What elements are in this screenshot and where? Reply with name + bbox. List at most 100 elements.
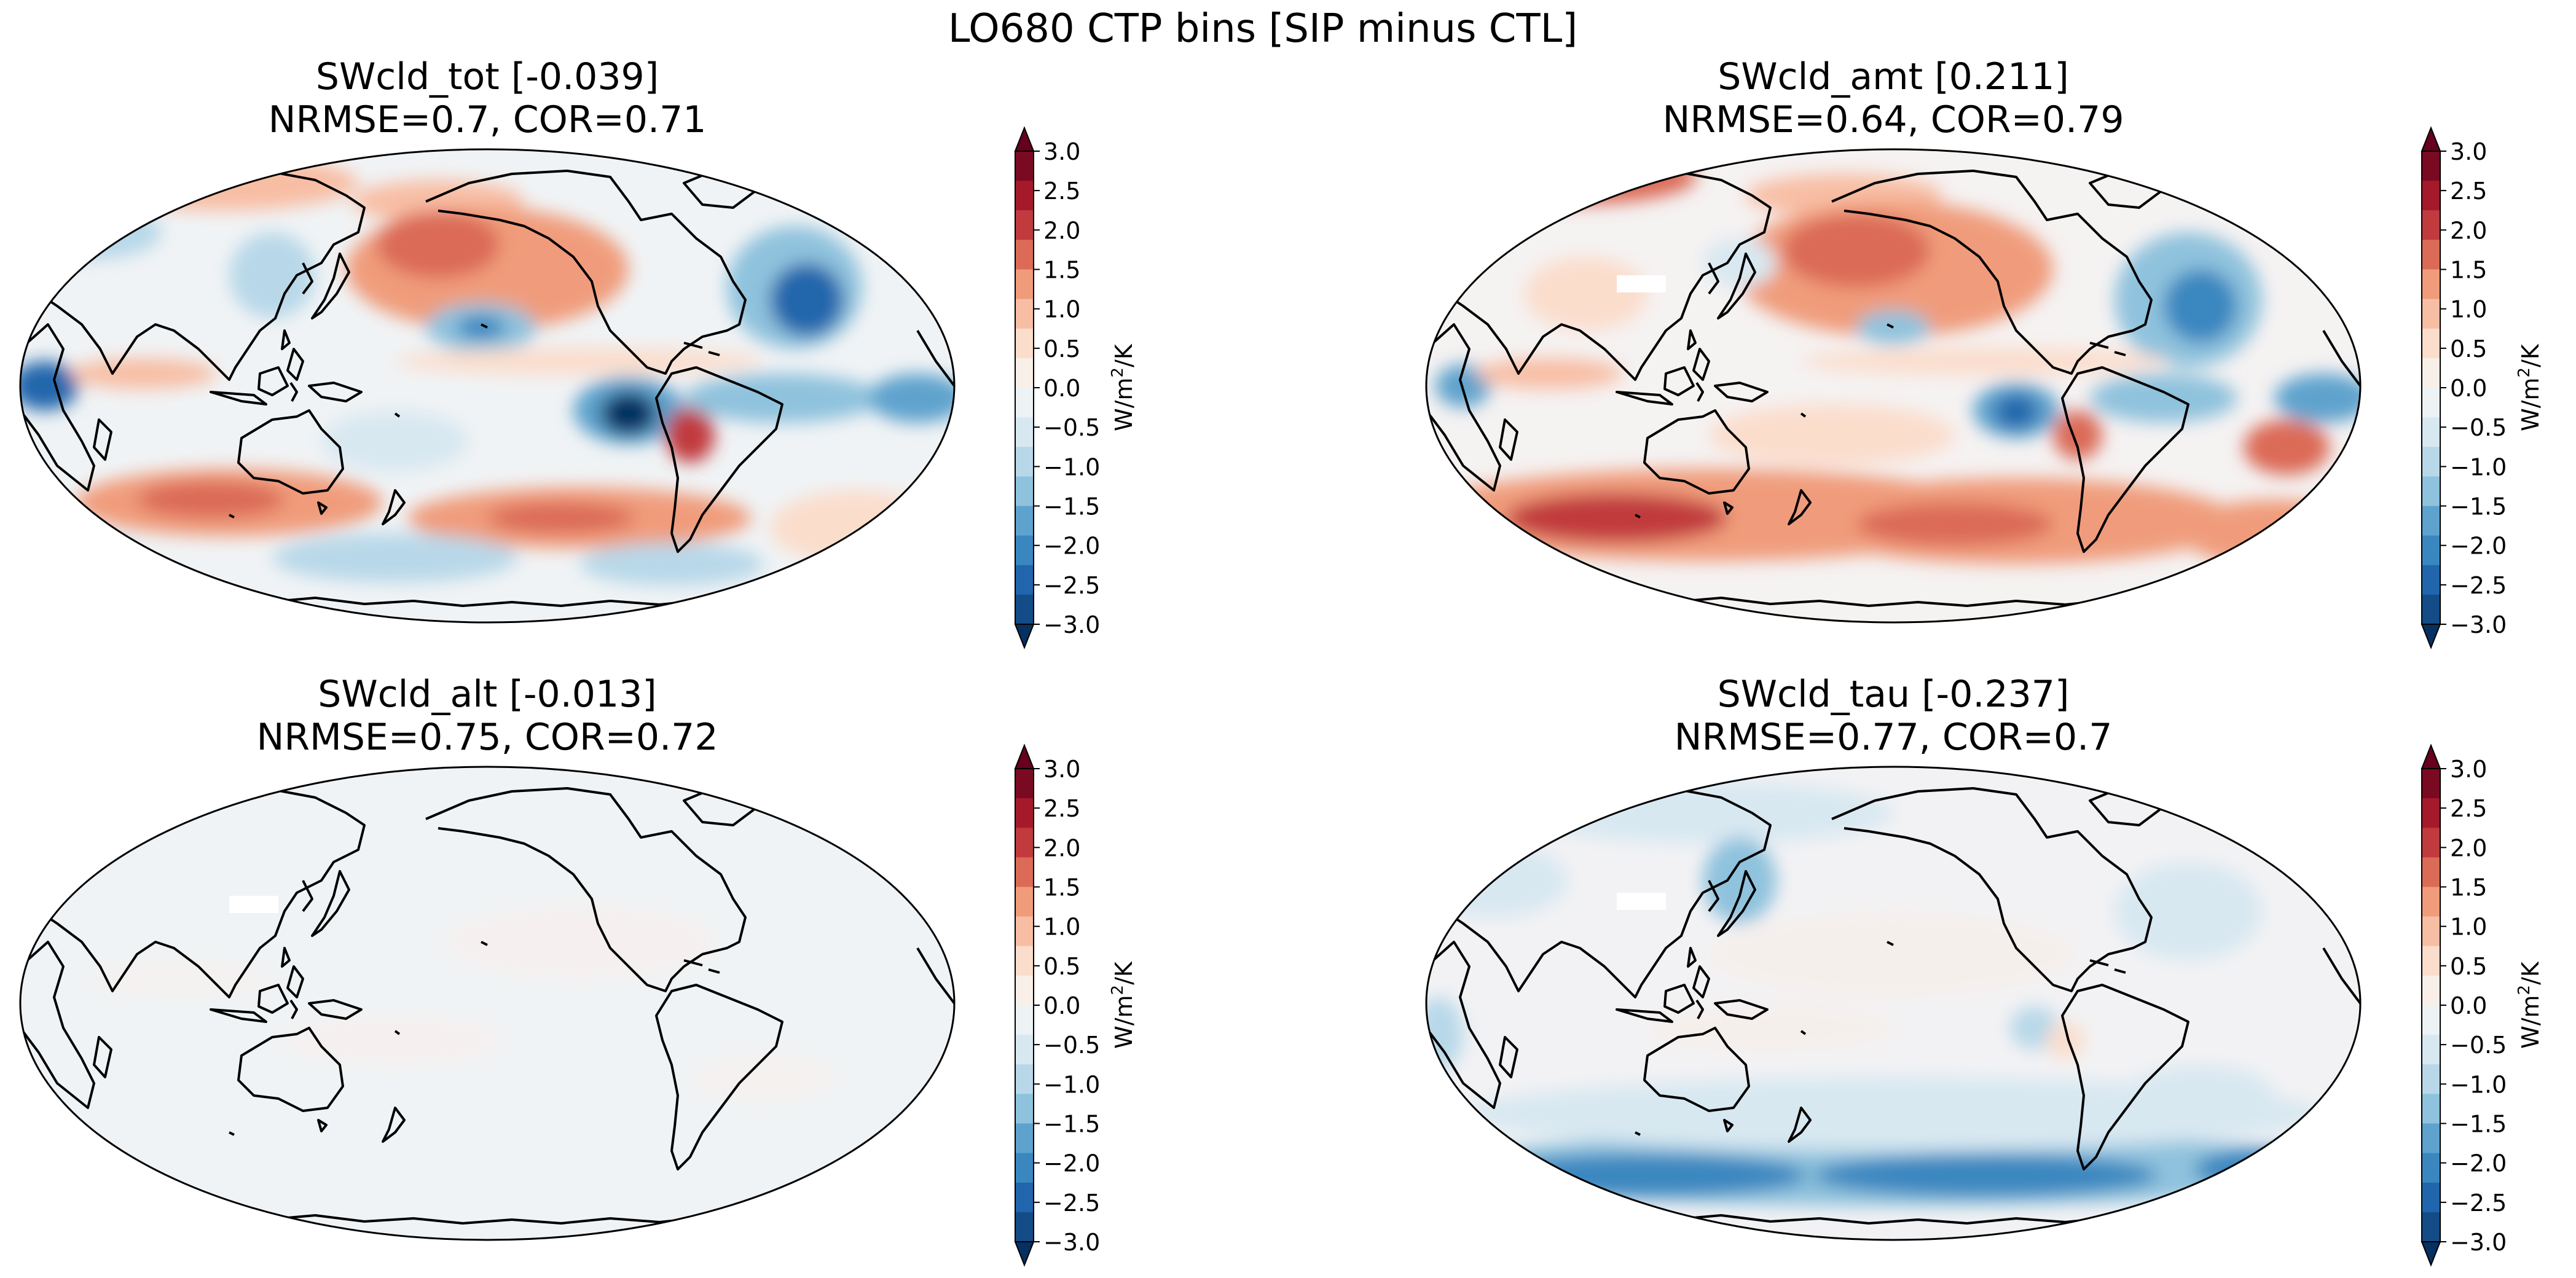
- colorbar-band: [1015, 946, 1034, 976]
- colorbar-band: [1015, 535, 1034, 566]
- colorbar-band: [2422, 798, 2440, 828]
- colorbar-band: [2422, 594, 2440, 625]
- colorbar-band: [1015, 1153, 1034, 1183]
- colorbar-band: [2422, 1005, 2440, 1035]
- colorbar-tick-label: −1.0: [2450, 453, 2507, 480]
- colorbar-band: [2422, 946, 2440, 976]
- colorbar: 3.0 2.5 2.0 1.5 1.0 0.5 0.0 −0.5 −1.0 −1.5 −2.0 −2.…: [2421, 126, 2544, 649]
- colorbar-extend-max: [2421, 743, 2441, 769]
- panel-title: SWcld_tot [-0.039]: [316, 55, 659, 98]
- colorbar: 3.0 2.5 2.0 1.5 1.0 0.5 0.0 −0.5 −1.0 −1.5 −2.0 −2.…: [2421, 743, 2544, 1267]
- colorbar-tick-label: −2.0: [1043, 533, 1100, 560]
- colorbar-extend-max: [2421, 126, 2441, 152]
- colorbar-tick-label: 2.5: [2450, 178, 2487, 205]
- colorbar-tick-label: −1.5: [2450, 1111, 2507, 1138]
- panel-title: SWcld_alt [-0.013]: [318, 673, 656, 716]
- colorbar-band: [1015, 1182, 1034, 1213]
- colorbar-band: [1015, 299, 1034, 329]
- colorbar-band: [2422, 506, 2440, 536]
- colorbar-band: [1015, 828, 1034, 858]
- colorbar-tick-label: 2.5: [1043, 178, 1080, 205]
- colorbar-band: [2422, 210, 2440, 240]
- colorbar-band: [2422, 269, 2440, 300]
- colorbar-tick-label: −3.0: [2450, 1229, 2507, 1256]
- colorbar-tick-label: −2.5: [1043, 1190, 1100, 1217]
- colorbar-tick-label: 0.0: [2450, 375, 2487, 402]
- colorbar-band: [2422, 476, 2440, 506]
- colorbar-tick-label: 2.5: [2450, 795, 2487, 822]
- panel-swcld-tau: SWcld_tau [-0.237] NRMSE=0.77, COR=0.7: [1425, 673, 2362, 1241]
- colorbar-band: [2422, 1123, 2440, 1154]
- colorbar-tick-label: −2.0: [2450, 533, 2507, 560]
- colorbar-band: [2422, 328, 2440, 359]
- colorbar-tick-label: −1.0: [1043, 453, 1100, 480]
- colorbar-band: [1015, 388, 1034, 418]
- colorbar-tick-label: 0.5: [1043, 953, 1080, 980]
- colorbar-tick-label: 3.0: [1043, 756, 1080, 783]
- colorbar-band: [1015, 506, 1034, 536]
- colorbar-band: [1015, 1123, 1034, 1154]
- colorbar-unit-label: W/m2/K: [1109, 343, 1137, 431]
- colorbar-tick-label: 2.0: [2450, 217, 2487, 244]
- colorbar-band: [1015, 916, 1034, 947]
- colorbar-tick-label: 0.0: [1043, 992, 1080, 1019]
- panel-stats: NRMSE=0.77, COR=0.7: [1675, 716, 2113, 759]
- colorbar-tick-label: 0.0: [2450, 992, 2487, 1019]
- colorbar-tick-label: 3.0: [1043, 138, 1080, 165]
- colorbar-tick-label: 2.0: [2450, 834, 2487, 861]
- colorbar-band: [1015, 358, 1034, 388]
- colorbar-band: [1015, 1064, 1034, 1094]
- colorbar-tick-label: −2.0: [2450, 1150, 2507, 1177]
- colorbar-tick-label: −0.5: [2450, 414, 2507, 441]
- colorbar-band: [1015, 769, 1034, 799]
- colorbar-band: [2422, 447, 2440, 477]
- colorbar: 3.0 2.5 2.0 1.5 1.0 0.5 0.0 −0.5 −1.0 −1.5 −2.0 −2.…: [1014, 743, 1137, 1267]
- colorbar-extend-min: [2421, 624, 2441, 649]
- colorbar-band: [1015, 417, 1034, 447]
- colorbar-band: [1015, 798, 1034, 828]
- colorbar-band: [2422, 769, 2440, 799]
- map-swcld-tau: [1425, 766, 2362, 1241]
- panel-swcld-tot: SWcld_tot [-0.039] NRMSE=0.7, COR=0.71: [19, 55, 956, 624]
- panel-title: SWcld_tau [-0.237]: [1718, 673, 2070, 716]
- colorbar-tick-label: −0.5: [1043, 1032, 1100, 1059]
- colorbar-tick-label: 0.5: [2450, 335, 2487, 363]
- colorbar-tick-label: −0.5: [1043, 414, 1100, 441]
- colorbar-band: [1015, 1035, 1034, 1065]
- colorbar-tick-label: −1.5: [2450, 493, 2507, 520]
- colorbar-unit-label: W/m2/K: [1109, 961, 1137, 1049]
- map-swcld-amt: [1425, 148, 2362, 624]
- colorbar-band: [2422, 828, 2440, 858]
- colorbar-band: [2422, 857, 2440, 887]
- colorbar-band: [2422, 565, 2440, 595]
- colorbar-band: [1015, 1005, 1034, 1035]
- colorbar-band: [2422, 535, 2440, 566]
- colorbar-tick-label: 1.5: [2450, 874, 2487, 901]
- colorbar-band: [2422, 887, 2440, 917]
- panel-swcld-alt: SWcld_alt [-0.013] NRMSE=0.75, COR=0.72: [19, 673, 956, 1241]
- colorbar-band: [2422, 240, 2440, 270]
- colorbar-tick-label: 3.0: [2450, 756, 2487, 783]
- colorbar-extend-max: [1014, 743, 1035, 769]
- colorbar-band: [2422, 916, 2440, 947]
- colorbar-unit-label: W/m2/K: [2515, 961, 2544, 1049]
- colorbar-tick-label: 0.5: [2450, 953, 2487, 980]
- colorbar-tick-label: 0.5: [1043, 335, 1080, 363]
- panel-swcld-amt: SWcld_amt [0.211] NRMSE=0.64, COR=0.79: [1425, 55, 2362, 624]
- colorbar-tick-label: 1.0: [2450, 296, 2487, 323]
- map-swcld-tot: [19, 148, 956, 624]
- colorbar-tick-label: 1.0: [2450, 914, 2487, 941]
- figure-suptitle: LO680 CTP bins [SIP minus CTL]: [948, 6, 1577, 52]
- colorbar-band: [2422, 151, 2440, 181]
- colorbar-tick-label: 2.5: [1043, 795, 1080, 822]
- colorbar-tick-label: −2.5: [2450, 1190, 2507, 1217]
- colorbar-tick-label: −1.0: [1043, 1071, 1100, 1098]
- colorbar-band: [2422, 388, 2440, 418]
- colorbar-band: [1015, 1212, 1034, 1242]
- colorbar-tick-label: 2.0: [1043, 217, 1080, 244]
- map-swcld-alt: [19, 766, 956, 1241]
- colorbar-extend-min: [1014, 1241, 1035, 1267]
- colorbar-tick-label: −1.5: [1043, 1111, 1100, 1138]
- colorbar-tick-label: −3.0: [2450, 611, 2507, 638]
- colorbar-tick-label: 2.0: [1043, 834, 1080, 861]
